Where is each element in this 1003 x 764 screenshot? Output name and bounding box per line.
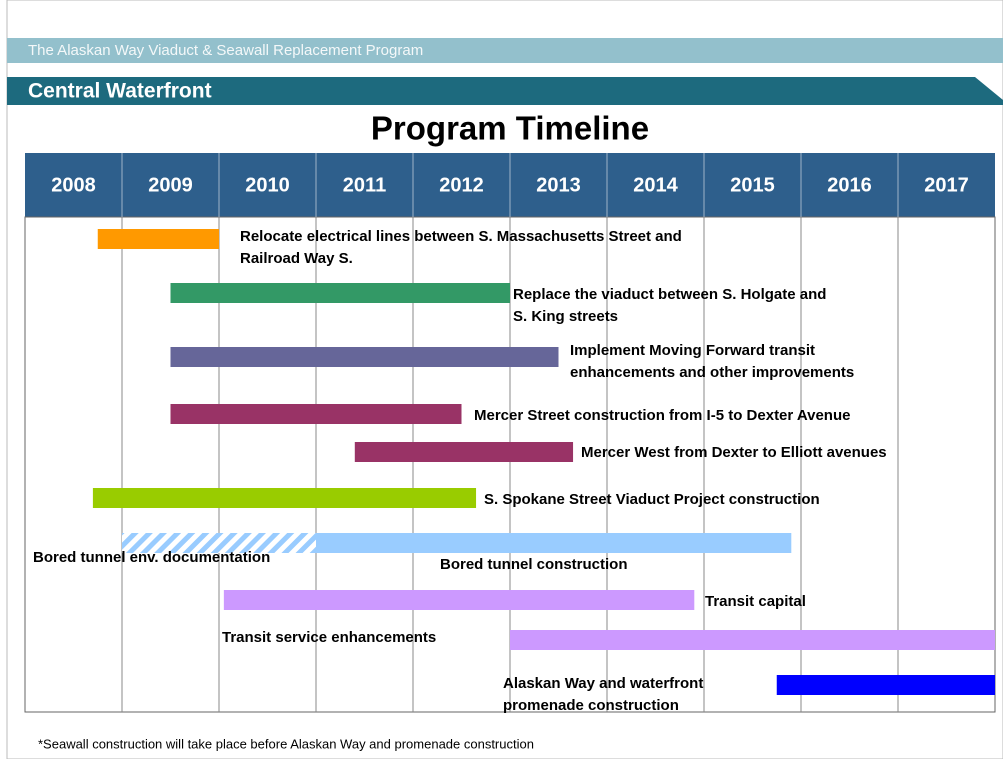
task-label: Transit capital xyxy=(705,593,806,610)
task-bar xyxy=(97,229,219,249)
year-label: 2016 xyxy=(827,174,872,196)
task-bar xyxy=(92,488,477,508)
task-label: S. Spokane Street Viaduct Project constr… xyxy=(484,491,820,508)
task-bar xyxy=(223,590,695,610)
task-bar xyxy=(170,404,462,424)
task-label: S. King streets xyxy=(513,308,618,325)
task-bar xyxy=(122,533,316,553)
section-band xyxy=(7,77,1003,105)
task-label: Transit service enhancements xyxy=(222,629,436,646)
program-name: The Alaskan Way Viaduct & Seawall Replac… xyxy=(28,42,423,59)
task-bar xyxy=(776,675,995,695)
task-label: enhancements and other improvements xyxy=(570,364,854,381)
year-label: 2014 xyxy=(633,174,678,196)
year-label: 2017 xyxy=(924,174,969,196)
year-label: 2012 xyxy=(439,174,484,196)
task-label: Bored tunnel construction xyxy=(440,556,628,573)
footnote: *Seawall construction will take place be… xyxy=(38,736,534,751)
task-label: Bored tunnel env. documentation xyxy=(33,549,270,566)
task-label: Mercer Street construction from I-5 to D… xyxy=(474,407,850,424)
task-label: Alaskan Way and waterfront xyxy=(503,675,703,692)
task-label: Relocate electrical lines between S. Mas… xyxy=(240,228,682,245)
year-label: 2010 xyxy=(245,174,290,196)
year-label: 2009 xyxy=(148,174,193,196)
task-bar xyxy=(170,347,559,367)
task-label: Mercer West from Dexter to Elliott avenu… xyxy=(581,444,887,461)
task-label: Replace the viaduct between S. Holgate a… xyxy=(513,286,826,303)
task-bar xyxy=(510,630,995,650)
year-label: 2015 xyxy=(730,174,775,196)
year-label: 2008 xyxy=(51,174,96,196)
program-band xyxy=(7,38,1003,63)
task-label: Implement Moving Forward transit xyxy=(570,342,815,359)
task-bar xyxy=(316,533,792,553)
task-label: Railroad Way S. xyxy=(240,250,353,267)
chart-title: Program Timeline xyxy=(371,110,649,147)
task-bar xyxy=(354,442,574,462)
year-label: 2011 xyxy=(343,174,386,196)
task-bar xyxy=(170,283,510,303)
task-label: promenade construction xyxy=(503,697,679,714)
section-name: Central Waterfront xyxy=(28,80,212,103)
year-label: 2013 xyxy=(536,174,581,196)
